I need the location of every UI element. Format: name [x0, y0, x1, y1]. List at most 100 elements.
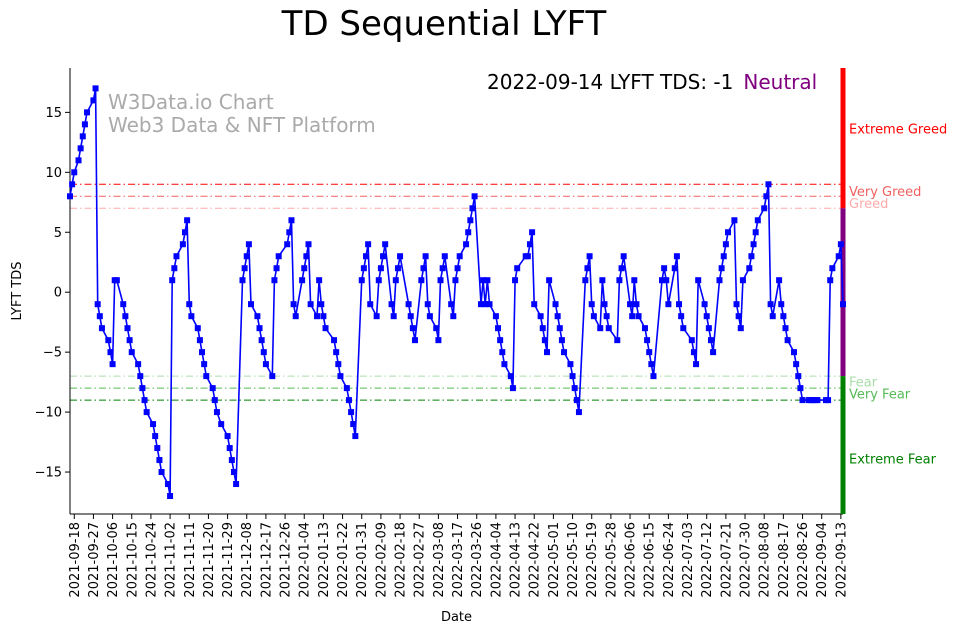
data-point — [335, 361, 342, 368]
data-point — [750, 241, 757, 248]
watermark-line-1: W3Data.io Chart — [108, 90, 274, 114]
data-point — [718, 265, 725, 272]
x-tick-label: 2021-11-11 — [183, 522, 198, 598]
data-point — [343, 385, 350, 392]
x-tick-label: 2022-07-30 — [739, 522, 754, 598]
data-point — [420, 265, 427, 272]
x-tick-label: 2022-01-13 — [317, 522, 332, 598]
data-point — [456, 253, 463, 260]
data-point — [769, 313, 776, 320]
data-point — [524, 253, 531, 260]
data-point — [571, 385, 578, 392]
chart-title: TD Sequential LYFT — [281, 4, 607, 44]
y-tick-label: 15 — [45, 106, 62, 121]
data-point — [79, 133, 86, 140]
data-point — [273, 265, 280, 272]
data-point — [435, 337, 442, 344]
x-tick-label: 2022-01-31 — [355, 522, 370, 598]
data-point — [81, 121, 88, 128]
data-point — [292, 313, 299, 320]
data-point — [258, 337, 265, 344]
data-point — [678, 313, 685, 320]
data-point — [196, 337, 203, 344]
data-point — [814, 397, 821, 404]
data-point — [407, 313, 414, 320]
x-tick-label: 2022-06-24 — [662, 522, 677, 598]
data-point — [226, 445, 233, 452]
data-point — [135, 361, 142, 368]
data-point — [597, 325, 604, 332]
zone-label: Greed — [849, 197, 888, 212]
watermark-line-2: Web3 Data & NFT Platform — [108, 113, 376, 137]
data-point — [411, 337, 418, 344]
data-point — [290, 301, 297, 308]
data-point — [301, 265, 308, 272]
data-point — [465, 229, 472, 236]
data-point — [358, 277, 365, 284]
data-point — [137, 373, 144, 380]
data-point — [141, 397, 148, 404]
data-point — [171, 265, 178, 272]
data-point — [90, 97, 97, 104]
data-point — [763, 193, 770, 200]
data-point — [303, 253, 310, 260]
data-point — [96, 313, 103, 320]
data-point — [556, 325, 563, 332]
data-point — [737, 325, 744, 332]
y-axis-label: LYFT TDS — [10, 262, 25, 321]
data-point — [748, 253, 755, 260]
data-point — [199, 349, 206, 356]
data-point — [835, 253, 842, 260]
data-point — [541, 337, 548, 344]
y-tick-label: 0 — [54, 286, 62, 301]
data-point — [703, 313, 710, 320]
data-point — [616, 277, 623, 284]
status-text: 2022-09-14 LYFT TDS: -1 — [487, 70, 734, 94]
data-point — [377, 265, 384, 272]
data-point — [650, 373, 657, 380]
data-point — [75, 157, 82, 164]
data-point — [837, 241, 844, 248]
data-point — [529, 229, 536, 236]
y-tick-label: 10 — [45, 166, 62, 181]
x-tick-label: 2022-07-21 — [719, 522, 734, 598]
data-point — [352, 433, 359, 440]
data-point — [107, 349, 114, 356]
data-point — [188, 313, 195, 320]
data-point — [256, 325, 263, 332]
data-point — [179, 241, 186, 248]
x-tick-label: 2022-06-06 — [624, 522, 639, 598]
zone-label: Very Fear — [849, 388, 911, 403]
data-point — [765, 181, 772, 188]
data-point — [467, 217, 474, 224]
data-point — [526, 241, 533, 248]
data-point — [181, 229, 188, 236]
data-point — [286, 229, 293, 236]
data-point — [707, 337, 714, 344]
data-point — [405, 301, 412, 308]
data-point — [367, 301, 374, 308]
data-point — [690, 349, 697, 356]
x-tick-label: 2022-03-26 — [470, 522, 485, 598]
data-point — [203, 373, 210, 380]
x-tick-label: 2022-09-13 — [834, 522, 849, 598]
data-point — [827, 277, 834, 284]
data-point — [362, 253, 369, 260]
data-point — [586, 253, 593, 260]
data-point — [448, 301, 455, 308]
data-point — [482, 301, 489, 308]
data-point — [776, 277, 783, 284]
data-point — [539, 325, 546, 332]
data-point — [452, 277, 459, 284]
data-point — [546, 277, 553, 284]
data-point — [320, 313, 327, 320]
data-point — [348, 409, 355, 416]
data-point — [501, 361, 508, 368]
data-point — [167, 493, 174, 500]
data-point — [601, 301, 608, 308]
zone-label: Fear — [849, 376, 878, 391]
x-tick-label: 2022-04-04 — [489, 522, 504, 598]
data-point — [230, 469, 237, 476]
data-point — [463, 241, 470, 248]
x-tick-label: 2022-05-19 — [585, 522, 600, 598]
